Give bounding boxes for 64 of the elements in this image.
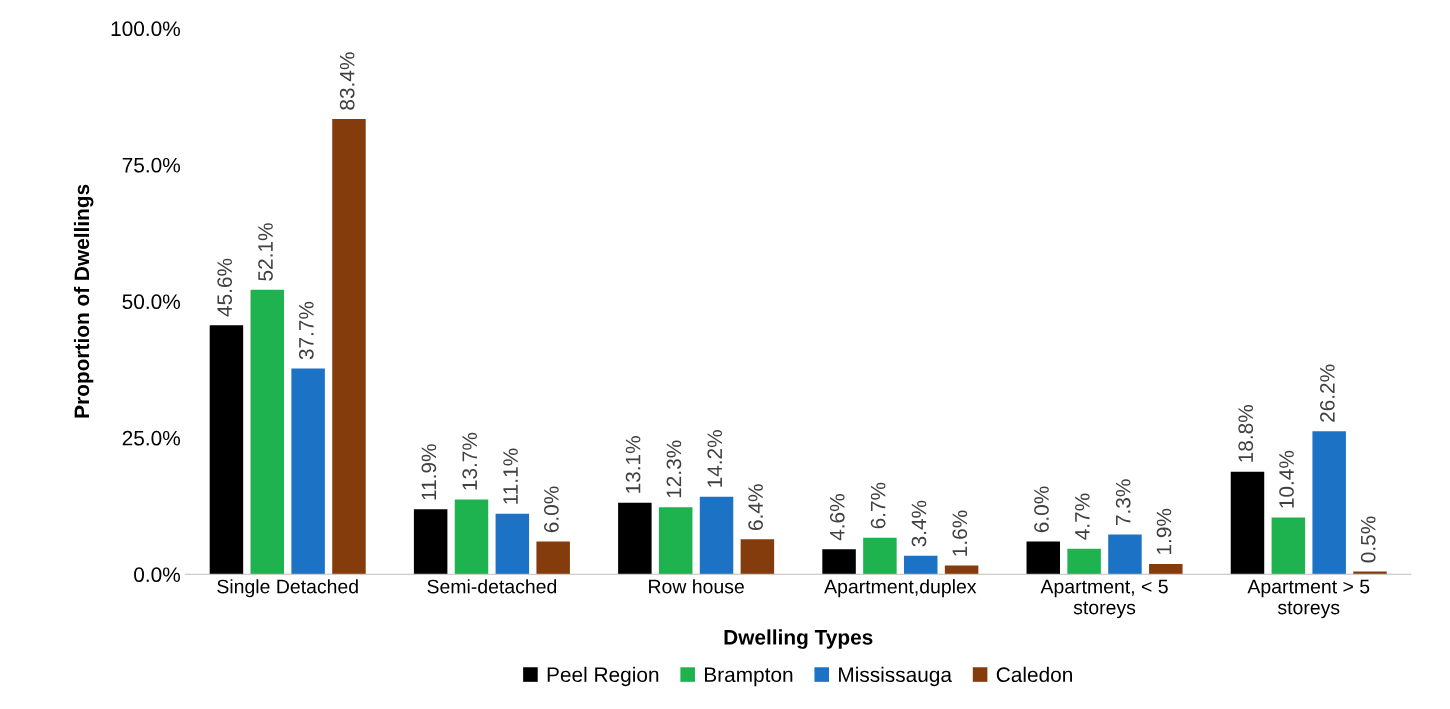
bar bbox=[904, 555, 938, 575]
bar bbox=[1149, 563, 1183, 575]
data-label: 10.4% bbox=[1279, 450, 1294, 508]
bar bbox=[1230, 471, 1265, 575]
bar bbox=[250, 289, 285, 575]
legend-label: Mississauga bbox=[839, 666, 952, 687]
data-label: 1.9% bbox=[1156, 508, 1172, 554]
data-label: 13.1% bbox=[625, 436, 641, 493]
x-tick-label: Apartment > 5 storeys bbox=[1247, 579, 1370, 619]
data-label: 6.0% bbox=[1034, 486, 1049, 533]
bar bbox=[863, 537, 897, 575]
bar bbox=[454, 499, 489, 575]
data-label: 45.6% bbox=[217, 258, 233, 317]
bar bbox=[291, 368, 325, 575]
data-label: 7.3% bbox=[1115, 479, 1131, 526]
data-label: 1.6% bbox=[952, 510, 968, 556]
x-tick-label: Row house bbox=[649, 579, 744, 594]
bar bbox=[209, 325, 244, 575]
bar bbox=[822, 549, 856, 575]
data-label: 4.6% bbox=[829, 494, 845, 541]
x-tick-label: Semi-detached bbox=[427, 579, 557, 594]
bar bbox=[1271, 517, 1306, 575]
bar bbox=[536, 541, 570, 575]
y-tick-label: 50.0% bbox=[122, 294, 180, 310]
data-label: 6.0% bbox=[544, 486, 559, 533]
y-tick-label: 100.0% bbox=[111, 21, 180, 37]
x-axis-title: Dwelling Types bbox=[724, 629, 873, 649]
y-tick-label: 75.0% bbox=[122, 157, 180, 173]
bar bbox=[944, 565, 979, 575]
data-label: 11.9% bbox=[421, 444, 437, 500]
data-label: 11.1% bbox=[503, 448, 518, 504]
data-label: 6.4% bbox=[748, 484, 763, 530]
bar bbox=[740, 539, 775, 575]
bar bbox=[699, 496, 734, 575]
data-label: 18.8% bbox=[1238, 404, 1254, 462]
y-axis-title: Proportion of Dwellings bbox=[73, 184, 94, 418]
data-label: 14.2% bbox=[707, 430, 723, 487]
bar bbox=[658, 507, 693, 575]
bar bbox=[1067, 548, 1101, 575]
bar bbox=[413, 509, 448, 575]
legend-label: Caledon bbox=[996, 666, 1072, 683]
bar bbox=[1108, 534, 1142, 575]
data-label: 12.3% bbox=[666, 440, 682, 498]
x-tick-label: Apartment,duplex bbox=[824, 579, 977, 598]
data-label: 6.7% bbox=[870, 482, 886, 529]
bar bbox=[1026, 541, 1061, 575]
x-tick-label: Single Detached bbox=[217, 579, 358, 598]
data-label: 4.7% bbox=[1075, 493, 1090, 540]
y-tick-label: 0.0% bbox=[134, 567, 180, 583]
bar bbox=[495, 513, 530, 575]
bar bbox=[332, 118, 366, 575]
data-label: 13.7% bbox=[462, 432, 478, 490]
x-tick-label: Apartment, < 5 storeys bbox=[1040, 579, 1168, 619]
y-tick-label: 25.0% bbox=[122, 430, 180, 446]
data-label: 37.7% bbox=[298, 301, 314, 360]
data-label: 52.1% bbox=[258, 223, 273, 281]
bar bbox=[1312, 431, 1346, 575]
legend-label: Peel Region bbox=[547, 666, 659, 687]
bar bbox=[618, 502, 652, 575]
data-label: 0.5% bbox=[1360, 516, 1376, 563]
data-label: 83.4% bbox=[339, 52, 355, 110]
data-label: 3.4% bbox=[911, 500, 927, 547]
legend-label: Brampton bbox=[705, 667, 793, 687]
data-label: 26.2% bbox=[1320, 364, 1335, 422]
